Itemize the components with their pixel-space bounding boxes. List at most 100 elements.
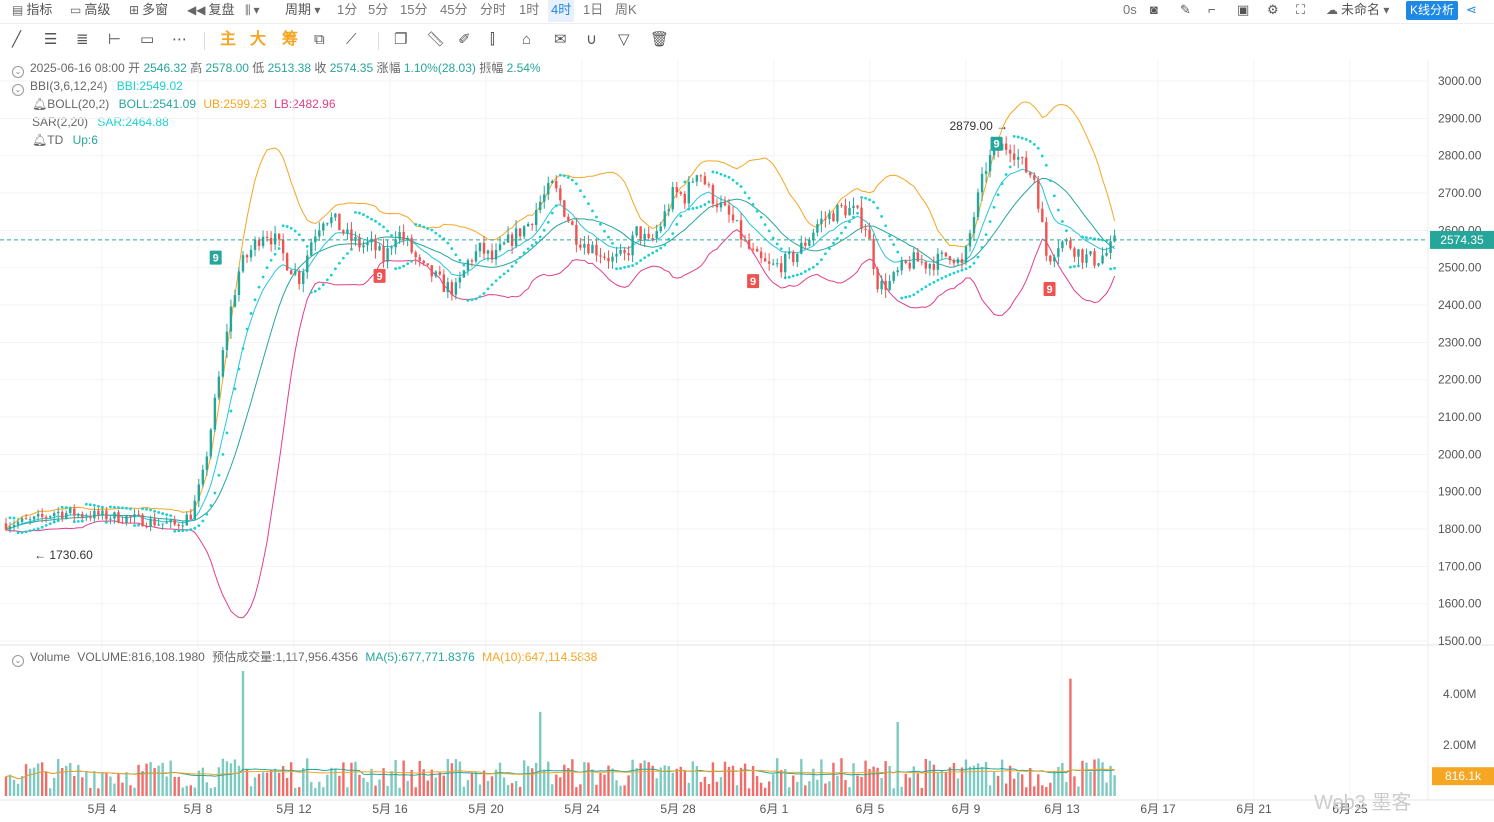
volume-bar (414, 787, 417, 796)
brush-icon[interactable]: ✐ (458, 31, 471, 48)
chip-distribution-toggle[interactable]: 筹 (282, 31, 299, 48)
candle-body (872, 238, 875, 269)
volume-bar (177, 776, 180, 796)
bell-icon[interactable]: 🔔︎ (32, 133, 48, 147)
magnet-icon[interactable]: ∪ (586, 31, 597, 48)
candle-type-button[interactable]: ⫼ ▾ (245, 0, 263, 22)
rectangle-icon[interactable]: ▭ (140, 31, 155, 48)
trend-line-icon[interactable]: ╱ (12, 31, 22, 48)
main-chart-toggle[interactable]: 主 (220, 31, 237, 48)
bbi-legend[interactable]: ⌄ BBI(3,6,12,24) BBI:2549.02 (12, 78, 183, 96)
horizontal-line-icon[interactable]: ⊢ (108, 31, 122, 48)
period-45m[interactable]: 45分 (440, 2, 468, 17)
time-tick-label: 6月 17 (1140, 802, 1176, 816)
measure-icon[interactable]: ⟋ (346, 31, 357, 48)
period-week[interactable]: 周K (615, 2, 637, 17)
candle-body (89, 516, 92, 519)
sar-dot (647, 253, 651, 257)
note-icon[interactable]: ✉ (554, 31, 567, 48)
volume-bar (727, 766, 731, 796)
copy-icon[interactable]: ❐ (394, 31, 408, 48)
volume-bar (298, 787, 301, 796)
td-legend[interactable]: 🔔︎TD Up:6 (32, 133, 98, 147)
candle-body (506, 234, 510, 243)
period-1d[interactable]: 1日 (583, 2, 604, 17)
collapse-icon[interactable]: ⌄ (12, 84, 24, 96)
cloud-layout-button[interactable]: ☁ 未命名 ▾ (1326, 2, 1390, 17)
more-tools-icon[interactable]: ⋯ (172, 31, 187, 48)
advanced-button[interactable]: ▭ 高级 (70, 2, 111, 17)
crop-icon[interactable]: ⌐ (1208, 2, 1216, 17)
volume-bar (952, 762, 956, 796)
ruler-icon[interactable]: 📏︎ (426, 31, 446, 48)
collapse-icon[interactable]: ⌄ (12, 655, 24, 667)
camera-icon[interactable]: ◙ (1150, 2, 1158, 17)
candle-body (1077, 249, 1080, 257)
candle-body (16, 521, 20, 525)
candle-body (249, 249, 253, 258)
period-4h[interactable]: 4时 (548, 0, 575, 22)
volume-bar (639, 763, 642, 796)
candle-body (141, 514, 144, 527)
candle-body (792, 252, 795, 263)
boll-legend[interactable]: 🔔︎BOLL(20,2) BOLL:2541.09 UB:2599.23 LB:… (32, 97, 336, 111)
candle-body (988, 155, 992, 172)
candle-body (948, 256, 952, 261)
period-button[interactable]: 周期 ▾ (285, 2, 321, 17)
compare-icon[interactable]: ⧉ (314, 31, 325, 48)
candle-body (952, 260, 956, 264)
candle-body (828, 213, 831, 220)
volume-legend[interactable]: ⌄ Volume VOLUME:816,108.1980 预估成交量:1,117,… (12, 649, 597, 667)
sar-dot (832, 241, 835, 245)
filter-icon[interactable]: ▽ (618, 31, 630, 48)
sar-dot (936, 278, 940, 282)
time-tick-label: 5月 20 (468, 802, 504, 816)
sar-dot (321, 283, 325, 287)
volume-bar (233, 759, 237, 796)
period-1m[interactable]: 1分 (337, 2, 358, 17)
period-timeline[interactable]: 分时 (480, 2, 507, 17)
chart-template-icon[interactable]: ▣ (1237, 2, 1250, 17)
gear-icon[interactable]: ⚙ (1267, 2, 1279, 17)
candle-body (24, 518, 28, 520)
candle-body (964, 246, 968, 264)
sar-dot (1056, 208, 1060, 212)
period-5m[interactable]: 5分 (368, 2, 389, 17)
candle-body (169, 519, 172, 523)
candles-icon[interactable]: ⫿ (490, 31, 495, 48)
sar-dot (695, 206, 699, 210)
sar-dot (309, 290, 313, 294)
bell-icon[interactable]: 🔔︎ (32, 97, 48, 111)
volume-bar (24, 764, 28, 796)
period-15m[interactable]: 15分 (400, 2, 428, 17)
channel-icon[interactable]: ≣ (76, 31, 89, 48)
sar-dot (1028, 140, 1032, 143)
candle-body (575, 224, 578, 245)
volume-bar (366, 782, 369, 796)
trash-can-icon[interactable]: ⌂ (522, 31, 532, 48)
kline-analysis-button[interactable]: K线分析 (1406, 1, 1458, 20)
candle-body (555, 181, 558, 189)
parallel-lines-icon[interactable]: ☰ (44, 31, 58, 48)
volume-bar (695, 766, 699, 796)
multi-window-button[interactable]: ⊞ 多窗 (129, 2, 169, 17)
candle-body (221, 350, 225, 377)
collapse-icon[interactable]: ⌄ (12, 66, 24, 78)
delete-icon[interactable]: 🗑︎ (650, 31, 670, 48)
sar-dot (36, 527, 40, 531)
pen-icon[interactable]: ✎ (1180, 2, 1191, 17)
replay-button[interactable]: ◀◀ 复盘 (187, 2, 235, 17)
sar-dot (88, 503, 92, 507)
period-1h[interactable]: 1时 (519, 2, 540, 17)
fullscreen-icon[interactable]: ⛶ (1296, 2, 1306, 17)
indicator-button[interactable]: ▤ 指标 (12, 2, 53, 17)
large-order-toggle[interactable]: 大 (250, 31, 267, 48)
share-icon[interactable]: ⋖ (1466, 2, 1477, 17)
sar-dot (1073, 265, 1076, 268)
volume-bar (739, 767, 743, 796)
candle-body (868, 229, 871, 239)
candle-body (165, 522, 168, 524)
sar-dot (864, 196, 867, 200)
candle-body (723, 202, 727, 206)
